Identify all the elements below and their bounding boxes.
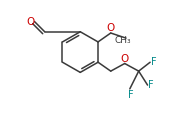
Text: CH₃: CH₃ xyxy=(115,36,131,44)
Text: F: F xyxy=(151,57,156,67)
Text: O: O xyxy=(121,53,129,64)
Text: O: O xyxy=(26,17,35,27)
Text: O: O xyxy=(107,23,115,33)
Text: F: F xyxy=(128,90,133,100)
Text: F: F xyxy=(148,80,154,90)
